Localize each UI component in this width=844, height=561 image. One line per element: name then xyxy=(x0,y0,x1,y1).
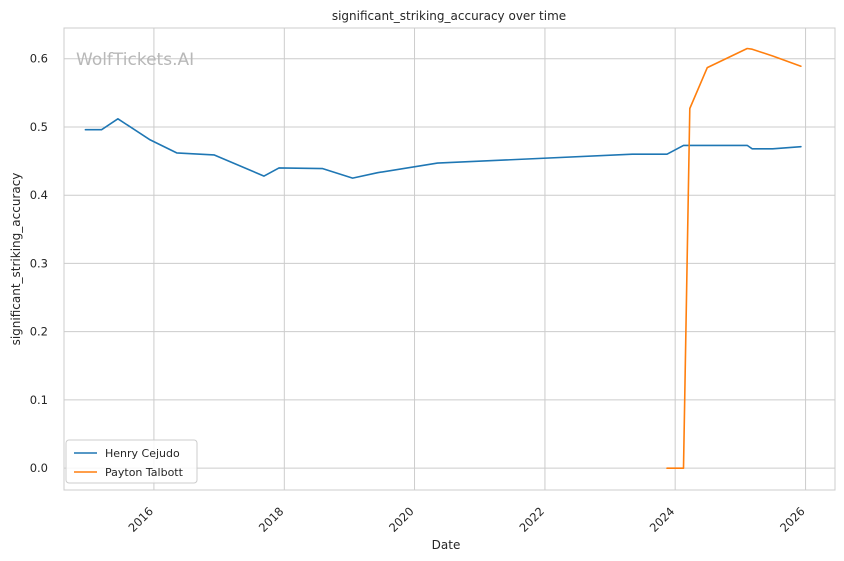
series-line-payton-talbott xyxy=(666,47,802,470)
x-tick-labels: 2016 2018 2020 2022 2024 2026 xyxy=(125,504,807,535)
series-line-henry-cejudo xyxy=(84,118,802,179)
legend-label-henry-cejudo: Henry Cejudo xyxy=(105,447,180,460)
x-tick-label: 2026 xyxy=(777,504,808,535)
x-axis-label: Date xyxy=(432,538,461,552)
y-tick-label: 0.3 xyxy=(30,256,48,270)
plot-frame xyxy=(63,27,836,491)
legend-box xyxy=(65,439,198,484)
y-tick-label: 0.4 xyxy=(30,188,48,202)
y-axis-label: significant_striking_accuracy xyxy=(9,173,23,346)
chart-title: significant_striking_accuracy over time xyxy=(332,9,566,23)
y-tick-label: 0.1 xyxy=(30,393,48,407)
x-tick-label: 2020 xyxy=(386,504,417,535)
y-tick-label: 0.5 xyxy=(30,120,48,134)
y-tick-labels: 0.0 0.1 0.2 0.3 0.4 0.5 0.6 xyxy=(30,52,48,475)
y-tick-label: 0.2 xyxy=(30,325,48,339)
legend-label-payton-talbott: Payton Talbott xyxy=(105,466,184,479)
x-tick-label: 2024 xyxy=(647,504,678,535)
legend: Henry Cejudo Payton Talbott xyxy=(65,439,198,484)
x-tick-label: 2016 xyxy=(125,504,156,535)
series-lines xyxy=(84,47,802,470)
x-tick-label: 2018 xyxy=(256,504,287,535)
x-tick-label: 2022 xyxy=(516,504,547,535)
plot-area xyxy=(64,28,835,490)
grid-lines xyxy=(64,28,835,490)
y-tick-label: 0.6 xyxy=(30,52,48,66)
watermark-text: WolfTickets.AI xyxy=(76,50,194,70)
y-tick-label: 0.0 xyxy=(30,461,48,475)
